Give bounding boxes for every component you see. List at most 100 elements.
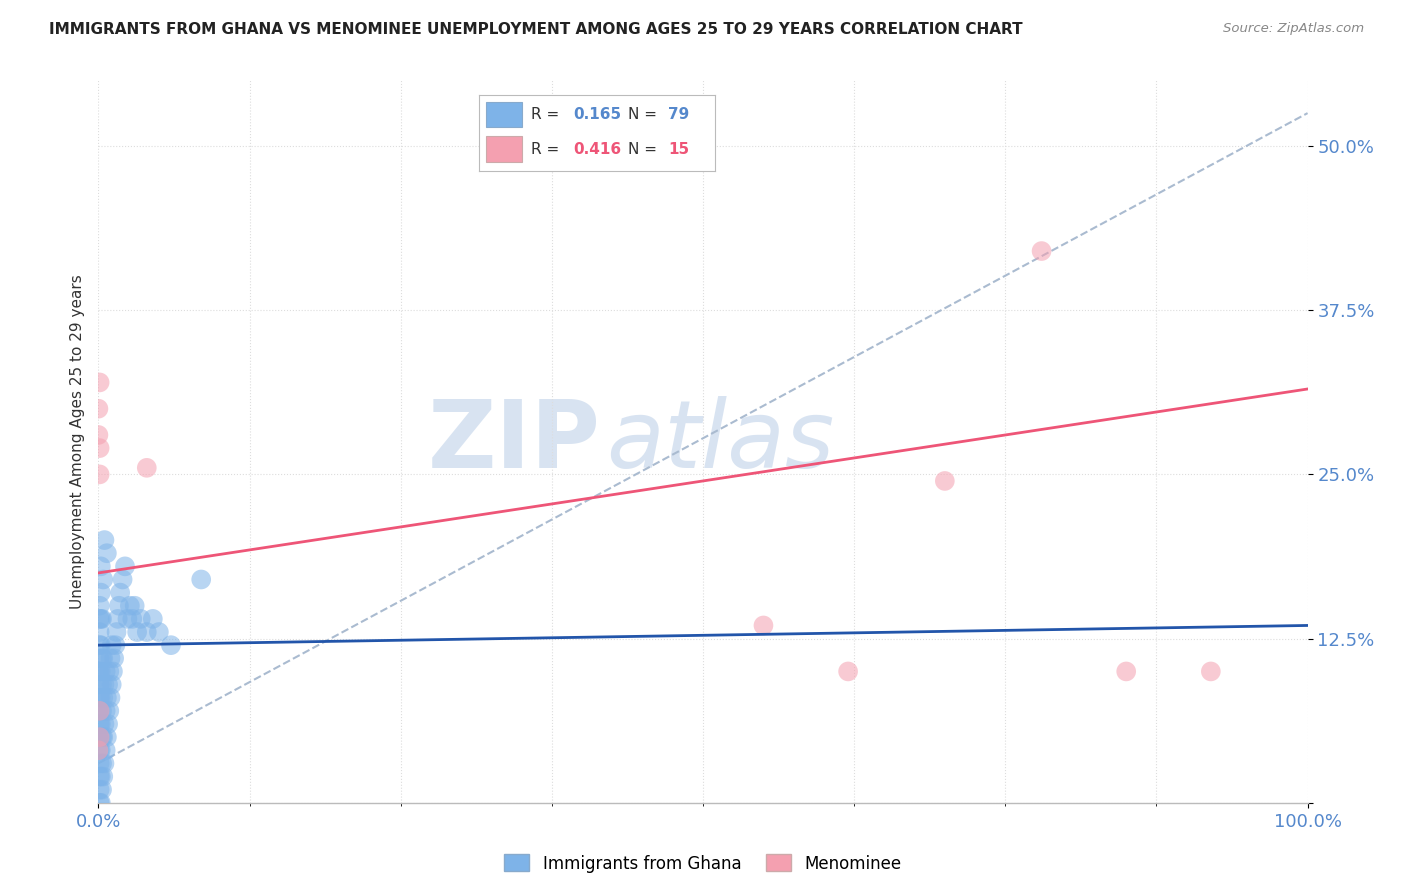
Point (96, 730, 118, 744)
Point (89, 730, 111, 744)
Point (1115, 665, 1137, 679)
Point (91, 651, 114, 665)
Point (91, 756, 114, 771)
Point (124, 599, 146, 613)
Text: IMMIGRANTS FROM GHANA VS MENOMINEE UNEMPLOYMENT AMONG AGES 25 TO 29 YEARS CORREL: IMMIGRANTS FROM GHANA VS MENOMINEE UNEMP… (49, 22, 1022, 37)
Point (89, 376, 111, 390)
Point (105, 625, 128, 640)
Point (100, 690, 122, 705)
Point (100, 638, 122, 652)
Point (90, 717, 112, 731)
Point (117, 612, 139, 626)
Point (89, 704, 111, 718)
Point (103, 651, 125, 665)
Point (91, 704, 114, 718)
Point (142, 612, 165, 626)
Point (148, 625, 170, 640)
Point (93, 533, 115, 547)
Point (90, 585, 112, 599)
Point (100, 651, 122, 665)
Point (98, 704, 121, 718)
Point (87, 730, 110, 744)
Point (87, 743, 110, 757)
Point (98, 665, 121, 679)
Point (94, 743, 117, 757)
Point (107, 612, 129, 626)
Point (97, 677, 120, 691)
Point (89, 743, 111, 757)
Point (89, 796, 111, 810)
Point (135, 460, 157, 475)
Point (837, 665, 859, 679)
Point (118, 599, 141, 613)
Point (90, 638, 112, 652)
Point (89, 782, 111, 797)
Point (111, 573, 134, 587)
Point (100, 677, 122, 691)
Point (89, 651, 111, 665)
Point (87, 665, 110, 679)
Point (97, 717, 120, 731)
Point (89, 677, 111, 691)
Point (89, 612, 111, 626)
Point (934, 474, 956, 488)
Point (90, 665, 112, 679)
Point (121, 612, 143, 626)
Point (91, 770, 114, 784)
Point (89, 441, 111, 455)
Point (91, 677, 114, 691)
Point (91, 730, 114, 744)
Point (1199, 665, 1222, 679)
Point (93, 717, 115, 731)
Point (90, 612, 112, 626)
Text: Source: ZipAtlas.com: Source: ZipAtlas.com (1223, 22, 1364, 36)
Point (89, 625, 111, 640)
Point (91, 730, 114, 744)
Point (89, 467, 111, 482)
Point (93, 677, 115, 691)
Text: atlas: atlas (606, 396, 835, 487)
Point (90, 690, 112, 705)
Point (91, 612, 114, 626)
Point (89, 690, 111, 705)
Point (190, 573, 212, 587)
Point (94, 665, 117, 679)
Point (104, 638, 127, 652)
Point (114, 559, 136, 574)
Legend: Immigrants from Ghana, Menominee: Immigrants from Ghana, Menominee (498, 847, 908, 880)
Point (87, 704, 110, 718)
Point (89, 638, 111, 652)
Point (90, 559, 112, 574)
Y-axis label: Unemployment Among Ages 25 to 29 years: Unemployment Among Ages 25 to 29 years (69, 274, 84, 609)
Point (90, 743, 112, 757)
Point (129, 612, 152, 626)
Point (135, 625, 157, 640)
Point (91, 651, 114, 665)
Point (96, 546, 118, 560)
Point (1031, 244, 1053, 258)
Point (108, 585, 131, 599)
Point (127, 625, 149, 640)
Point (108, 599, 131, 613)
Point (752, 618, 775, 632)
Point (93, 756, 115, 771)
Point (87, 401, 110, 416)
Point (101, 665, 124, 679)
Point (91, 573, 114, 587)
Point (89, 730, 111, 744)
Point (89, 756, 111, 771)
Point (89, 665, 111, 679)
Point (96, 690, 118, 705)
Point (90, 796, 112, 810)
Point (91, 690, 114, 705)
Point (89, 599, 111, 613)
Point (94, 704, 117, 718)
Point (89, 717, 111, 731)
Point (89, 770, 111, 784)
Point (160, 638, 183, 652)
Text: ZIP: ZIP (427, 395, 600, 488)
Point (91, 782, 114, 797)
Point (90, 770, 112, 784)
Point (87, 428, 110, 442)
Point (89, 704, 111, 718)
